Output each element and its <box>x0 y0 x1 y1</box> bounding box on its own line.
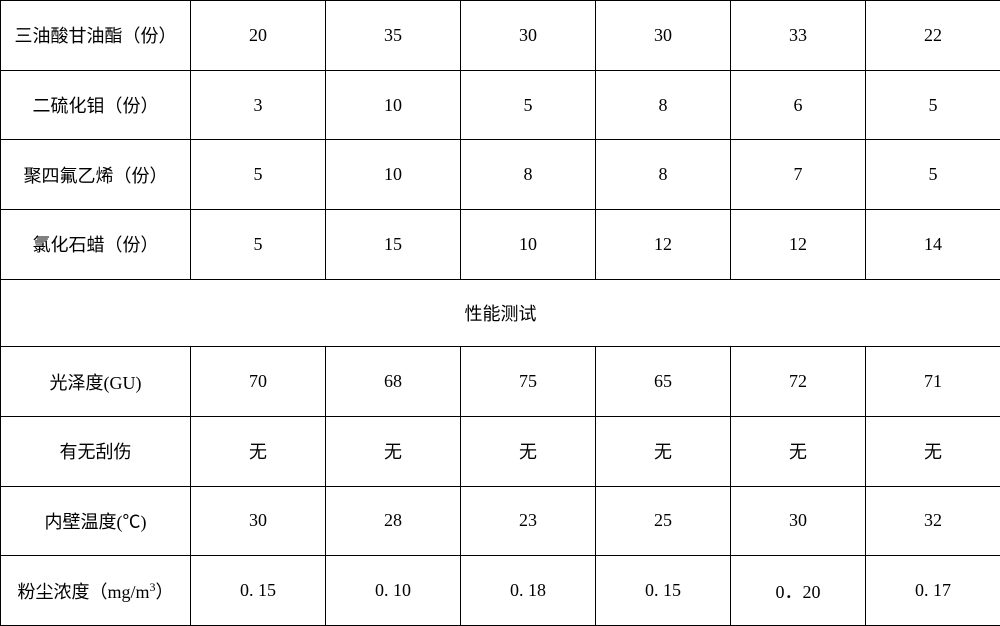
cell: 68 <box>326 347 461 417</box>
cell: 0. 15 <box>191 556 326 626</box>
cell: 30 <box>191 486 326 556</box>
cell: 5 <box>866 70 1000 140</box>
row-label: 有无刮伤 <box>1 416 191 486</box>
cell: 10 <box>326 70 461 140</box>
cell: 无 <box>866 416 1000 486</box>
section-header: 性能测试 <box>1 279 1000 346</box>
cell: 23 <box>461 486 596 556</box>
cell: 12 <box>596 210 731 280</box>
cell: 8 <box>596 140 731 210</box>
row-label: 内壁温度(℃) <box>1 486 191 556</box>
cell: 0. 10 <box>326 556 461 626</box>
cell: 8 <box>596 70 731 140</box>
cell: 33 <box>731 1 866 71</box>
cell: 28 <box>326 486 461 556</box>
row-label: 光泽度(GU) <box>1 347 191 417</box>
cell: 6 <box>731 70 866 140</box>
cell: 5 <box>461 70 596 140</box>
cell: 25 <box>596 486 731 556</box>
cell: 20 <box>191 1 326 71</box>
cell: 3 <box>191 70 326 140</box>
cell: 15 <box>326 210 461 280</box>
table-row: 有无刮伤 无 无 无 无 无 无 <box>1 416 1000 486</box>
row-label: 氯化石蜡（份） <box>1 210 191 280</box>
cell: 14 <box>866 210 1000 280</box>
cell: 30 <box>596 1 731 71</box>
cell: 无 <box>596 416 731 486</box>
table-row: 三油酸甘油酯（份） 20 35 30 30 33 22 <box>1 1 1000 71</box>
table-row: 二硫化钼（份） 3 10 5 8 6 5 <box>1 70 1000 140</box>
cell: 71 <box>866 347 1000 417</box>
table-row: 聚四氟乙烯（份） 5 10 8 8 7 5 <box>1 140 1000 210</box>
cell: 无 <box>461 416 596 486</box>
cell: 8 <box>461 140 596 210</box>
row-label: 聚四氟乙烯（份） <box>1 140 191 210</box>
cell: 无 <box>326 416 461 486</box>
cell: 22 <box>866 1 1000 71</box>
cell: 无 <box>731 416 866 486</box>
row-label: 三油酸甘油酯（份） <box>1 1 191 71</box>
cell: 30 <box>461 1 596 71</box>
table-container: 三油酸甘油酯（份） 20 35 30 30 33 22 二硫化钼（份） 3 10… <box>0 0 1000 626</box>
cell: 5 <box>191 210 326 280</box>
cell: 12 <box>731 210 866 280</box>
table-body: 三油酸甘油酯（份） 20 35 30 30 33 22 二硫化钼（份） 3 10… <box>1 1 1000 626</box>
row-label: 二硫化钼（份） <box>1 70 191 140</box>
cell: 10 <box>326 140 461 210</box>
cell: 7 <box>731 140 866 210</box>
cell: 75 <box>461 347 596 417</box>
row-label: 粉尘浓度（mg/m3） <box>1 556 191 626</box>
cell: 72 <box>731 347 866 417</box>
cell: 0．20 <box>731 556 866 626</box>
cell: 65 <box>596 347 731 417</box>
cell: 无 <box>191 416 326 486</box>
table-row: 内壁温度(℃) 30 28 23 25 30 32 <box>1 486 1000 556</box>
cell: 5 <box>191 140 326 210</box>
cell: 10 <box>461 210 596 280</box>
cell: 0. 17 <box>866 556 1000 626</box>
cell: 70 <box>191 347 326 417</box>
table-row: 粉尘浓度（mg/m3） 0. 15 0. 10 0. 18 0. 15 0．20… <box>1 556 1000 626</box>
cell: 0. 15 <box>596 556 731 626</box>
cell: 35 <box>326 1 461 71</box>
cell: 32 <box>866 486 1000 556</box>
data-table: 三油酸甘油酯（份） 20 35 30 30 33 22 二硫化钼（份） 3 10… <box>0 0 1000 626</box>
cell: 5 <box>866 140 1000 210</box>
table-row: 光泽度(GU) 70 68 75 65 72 71 <box>1 347 1000 417</box>
cell: 30 <box>731 486 866 556</box>
section-header-row: 性能测试 <box>1 279 1000 346</box>
cell: 0. 18 <box>461 556 596 626</box>
table-row: 氯化石蜡（份） 5 15 10 12 12 14 <box>1 210 1000 280</box>
